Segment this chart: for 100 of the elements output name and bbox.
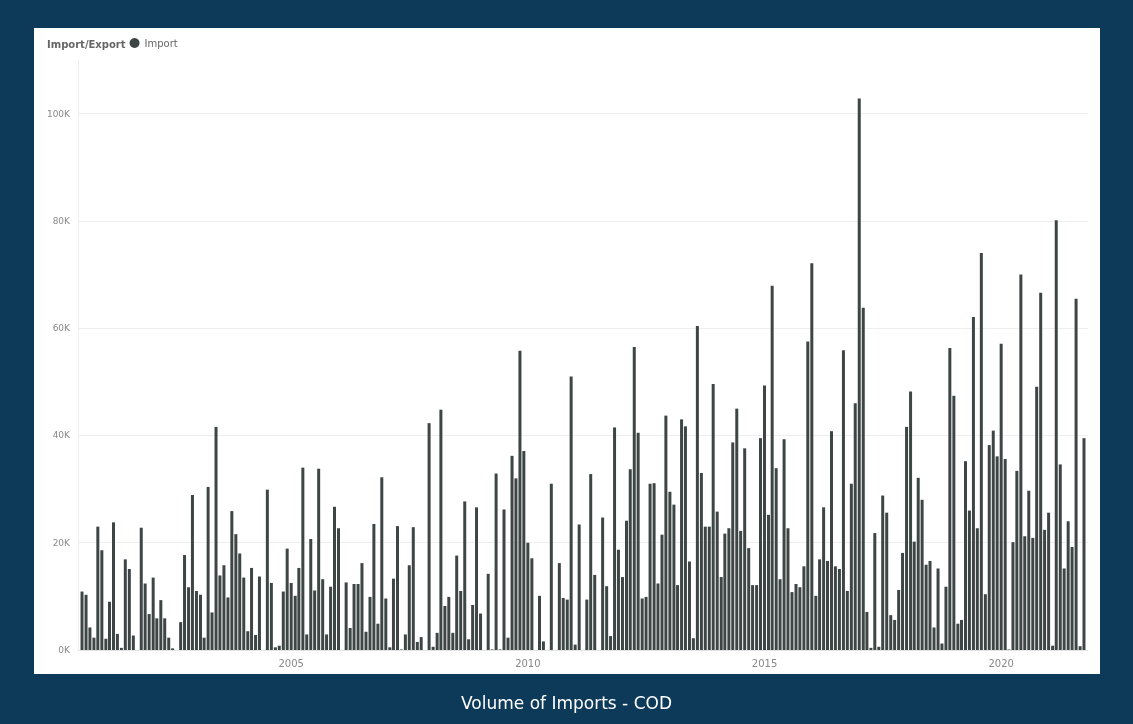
x-tick-label: 2005 bbox=[278, 657, 304, 669]
bar bbox=[475, 507, 479, 650]
bar bbox=[782, 439, 786, 650]
bar bbox=[222, 565, 226, 650]
y-tick-label: 100K bbox=[46, 108, 72, 119]
bar bbox=[285, 548, 289, 650]
bar bbox=[360, 563, 364, 650]
bar bbox=[214, 426, 218, 650]
bar bbox=[735, 408, 739, 650]
bar bbox=[589, 474, 593, 650]
y-tick-label: 20K bbox=[52, 537, 72, 548]
bar bbox=[794, 584, 798, 650]
bar bbox=[991, 430, 995, 650]
bar bbox=[549, 483, 553, 650]
bar bbox=[680, 419, 684, 650]
bar bbox=[230, 511, 234, 650]
bar bbox=[1027, 490, 1031, 650]
bar bbox=[250, 567, 254, 650]
y-tick-label: 60K bbox=[52, 323, 72, 334]
bar bbox=[352, 584, 356, 650]
bar bbox=[538, 595, 542, 650]
bar bbox=[664, 415, 668, 650]
bar bbox=[979, 253, 983, 650]
bar bbox=[1019, 274, 1023, 650]
bar bbox=[971, 316, 975, 650]
bar bbox=[257, 576, 261, 650]
bar bbox=[711, 383, 715, 650]
bar bbox=[936, 568, 940, 650]
bar bbox=[332, 506, 336, 650]
bar bbox=[1054, 220, 1058, 650]
legend-title: Import/Export bbox=[47, 38, 126, 50]
bar bbox=[502, 509, 506, 650]
bar bbox=[695, 326, 699, 650]
bar bbox=[822, 507, 826, 650]
bar bbox=[841, 350, 845, 650]
x-tick-label: 2020 bbox=[988, 657, 1014, 669]
bar bbox=[1066, 521, 1070, 650]
bar bbox=[857, 98, 861, 650]
bar bbox=[455, 555, 459, 650]
bar bbox=[419, 637, 423, 650]
bar bbox=[928, 560, 932, 650]
bar bbox=[948, 348, 952, 650]
bar bbox=[770, 285, 774, 650]
y-tick-label: 80K bbox=[52, 215, 72, 226]
bar bbox=[427, 423, 431, 650]
bar bbox=[1039, 292, 1043, 650]
bar bbox=[569, 376, 573, 650]
x-tick-label: 2015 bbox=[751, 657, 778, 669]
bar bbox=[301, 467, 305, 650]
bar bbox=[84, 594, 88, 650]
bar bbox=[206, 486, 210, 650]
bar bbox=[873, 533, 877, 650]
bar bbox=[964, 461, 968, 650]
bar bbox=[494, 473, 498, 650]
bar bbox=[159, 600, 163, 650]
bar bbox=[183, 555, 187, 650]
y-tick-label: 0K bbox=[58, 645, 72, 655]
bar bbox=[743, 448, 747, 650]
bar bbox=[395, 526, 399, 650]
bar bbox=[486, 573, 490, 650]
bar bbox=[372, 523, 376, 650]
bar bbox=[999, 343, 1003, 650]
bar bbox=[265, 489, 269, 650]
text: Volume of Imports - COD bbox=[461, 692, 672, 713]
bar bbox=[916, 477, 920, 650]
bar bbox=[763, 385, 767, 650]
bar bbox=[1047, 512, 1051, 650]
bar bbox=[344, 582, 348, 650]
bar bbox=[557, 563, 561, 650]
bar bbox=[439, 409, 443, 650]
bar bbox=[447, 596, 451, 650]
bar bbox=[463, 501, 467, 650]
bar bbox=[909, 391, 913, 650]
bar bbox=[380, 477, 384, 650]
bar bbox=[632, 346, 636, 650]
bar bbox=[198, 594, 202, 650]
bar bbox=[80, 591, 84, 650]
bar bbox=[190, 494, 194, 650]
x-tick-label: 2010 bbox=[515, 657, 541, 669]
bar bbox=[1074, 298, 1078, 650]
bar bbox=[1082, 438, 1086, 650]
bar bbox=[518, 350, 522, 650]
bar bbox=[112, 522, 116, 650]
bar bbox=[96, 526, 100, 650]
bar bbox=[123, 559, 127, 650]
bar bbox=[613, 427, 617, 650]
legend-label: Import bbox=[144, 37, 178, 49]
bar bbox=[810, 263, 814, 650]
bar bbox=[510, 455, 514, 650]
bar bbox=[411, 527, 415, 650]
bar bbox=[830, 431, 834, 650]
bar bbox=[577, 524, 581, 650]
bar bbox=[139, 527, 143, 650]
bar bbox=[317, 468, 321, 650]
bar bbox=[648, 483, 652, 650]
y-tick-label: 40K bbox=[52, 430, 72, 441]
bar bbox=[309, 538, 313, 650]
bar bbox=[652, 483, 656, 650]
bar bbox=[881, 495, 885, 650]
bar bbox=[151, 577, 155, 650]
